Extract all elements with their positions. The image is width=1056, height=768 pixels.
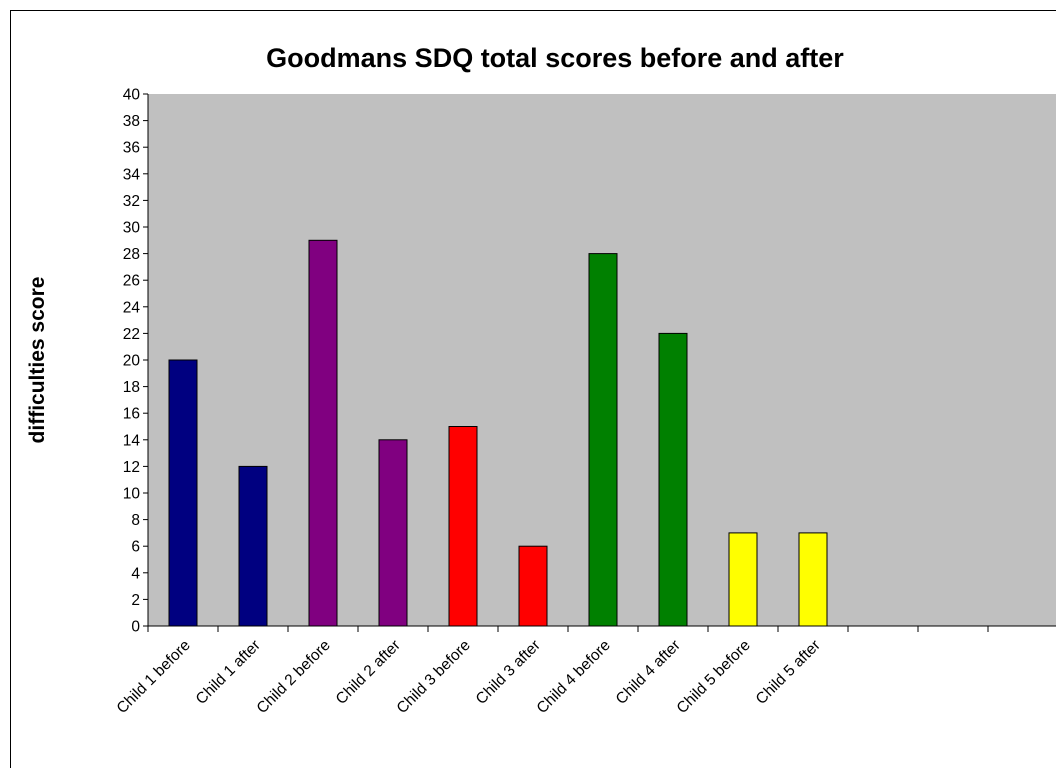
y-tick-label: 34 [123,166,141,183]
x-tick-label: Child 1 after [193,637,264,708]
bar-6 [518,545,548,627]
bar-8 [658,332,688,627]
x-tick-label: Child 5 after [753,637,824,708]
x-tick-label: Child 3 before [394,637,474,717]
x-tick-label: Child 5 before [674,637,754,717]
y-tick-label: 16 [123,406,140,423]
y-tick-label: 26 [123,273,140,290]
bar-1 [168,359,198,627]
bar-3 [308,239,338,627]
y-tick-label: 30 [123,220,141,237]
bars [168,239,828,627]
y-axis-label: difficulties score [26,277,49,444]
y-tick-label: 8 [131,512,140,529]
y-tick-label: 2 [131,592,140,609]
y-tick-label: 10 [123,486,141,503]
x-tick-label: Child 4 after [613,637,684,708]
y-tick-label: 38 [123,113,140,130]
y-tick-label: 14 [123,432,141,449]
bar-5 [448,426,478,627]
y-tick-label: 12 [123,459,140,476]
y-tick-label: 28 [123,246,140,263]
y-tick-label: 0 [131,619,140,636]
y-tick-label: 36 [123,140,140,157]
bar-2 [238,465,268,627]
axes [143,93,1056,632]
y-tick-label: 6 [131,539,140,556]
bar-7 [588,253,618,627]
x-tick-label: Child 1 before [114,637,194,717]
x-tick-label: Child 3 after [473,637,544,708]
y-tick-label: 4 [131,565,140,582]
y-tick-label: 18 [123,379,140,396]
y-tick-label: 40 [123,87,141,104]
y-tick-label: 22 [123,326,140,343]
x-tick-label: Child 4 before [534,637,614,717]
y-tick-label: 32 [123,193,140,210]
x-tick-label: Child 2 before [254,637,334,717]
x-tick-label: Child 2 after [333,637,404,708]
y-tick-label: 20 [123,353,141,370]
y-tick-label: 24 [123,299,141,316]
bar-4 [378,439,408,627]
chart-title: Goodmans SDQ total scores before and aft… [266,43,844,73]
chart-frame [10,10,1056,768]
bar-9 [728,532,758,627]
bar-10 [798,532,828,627]
